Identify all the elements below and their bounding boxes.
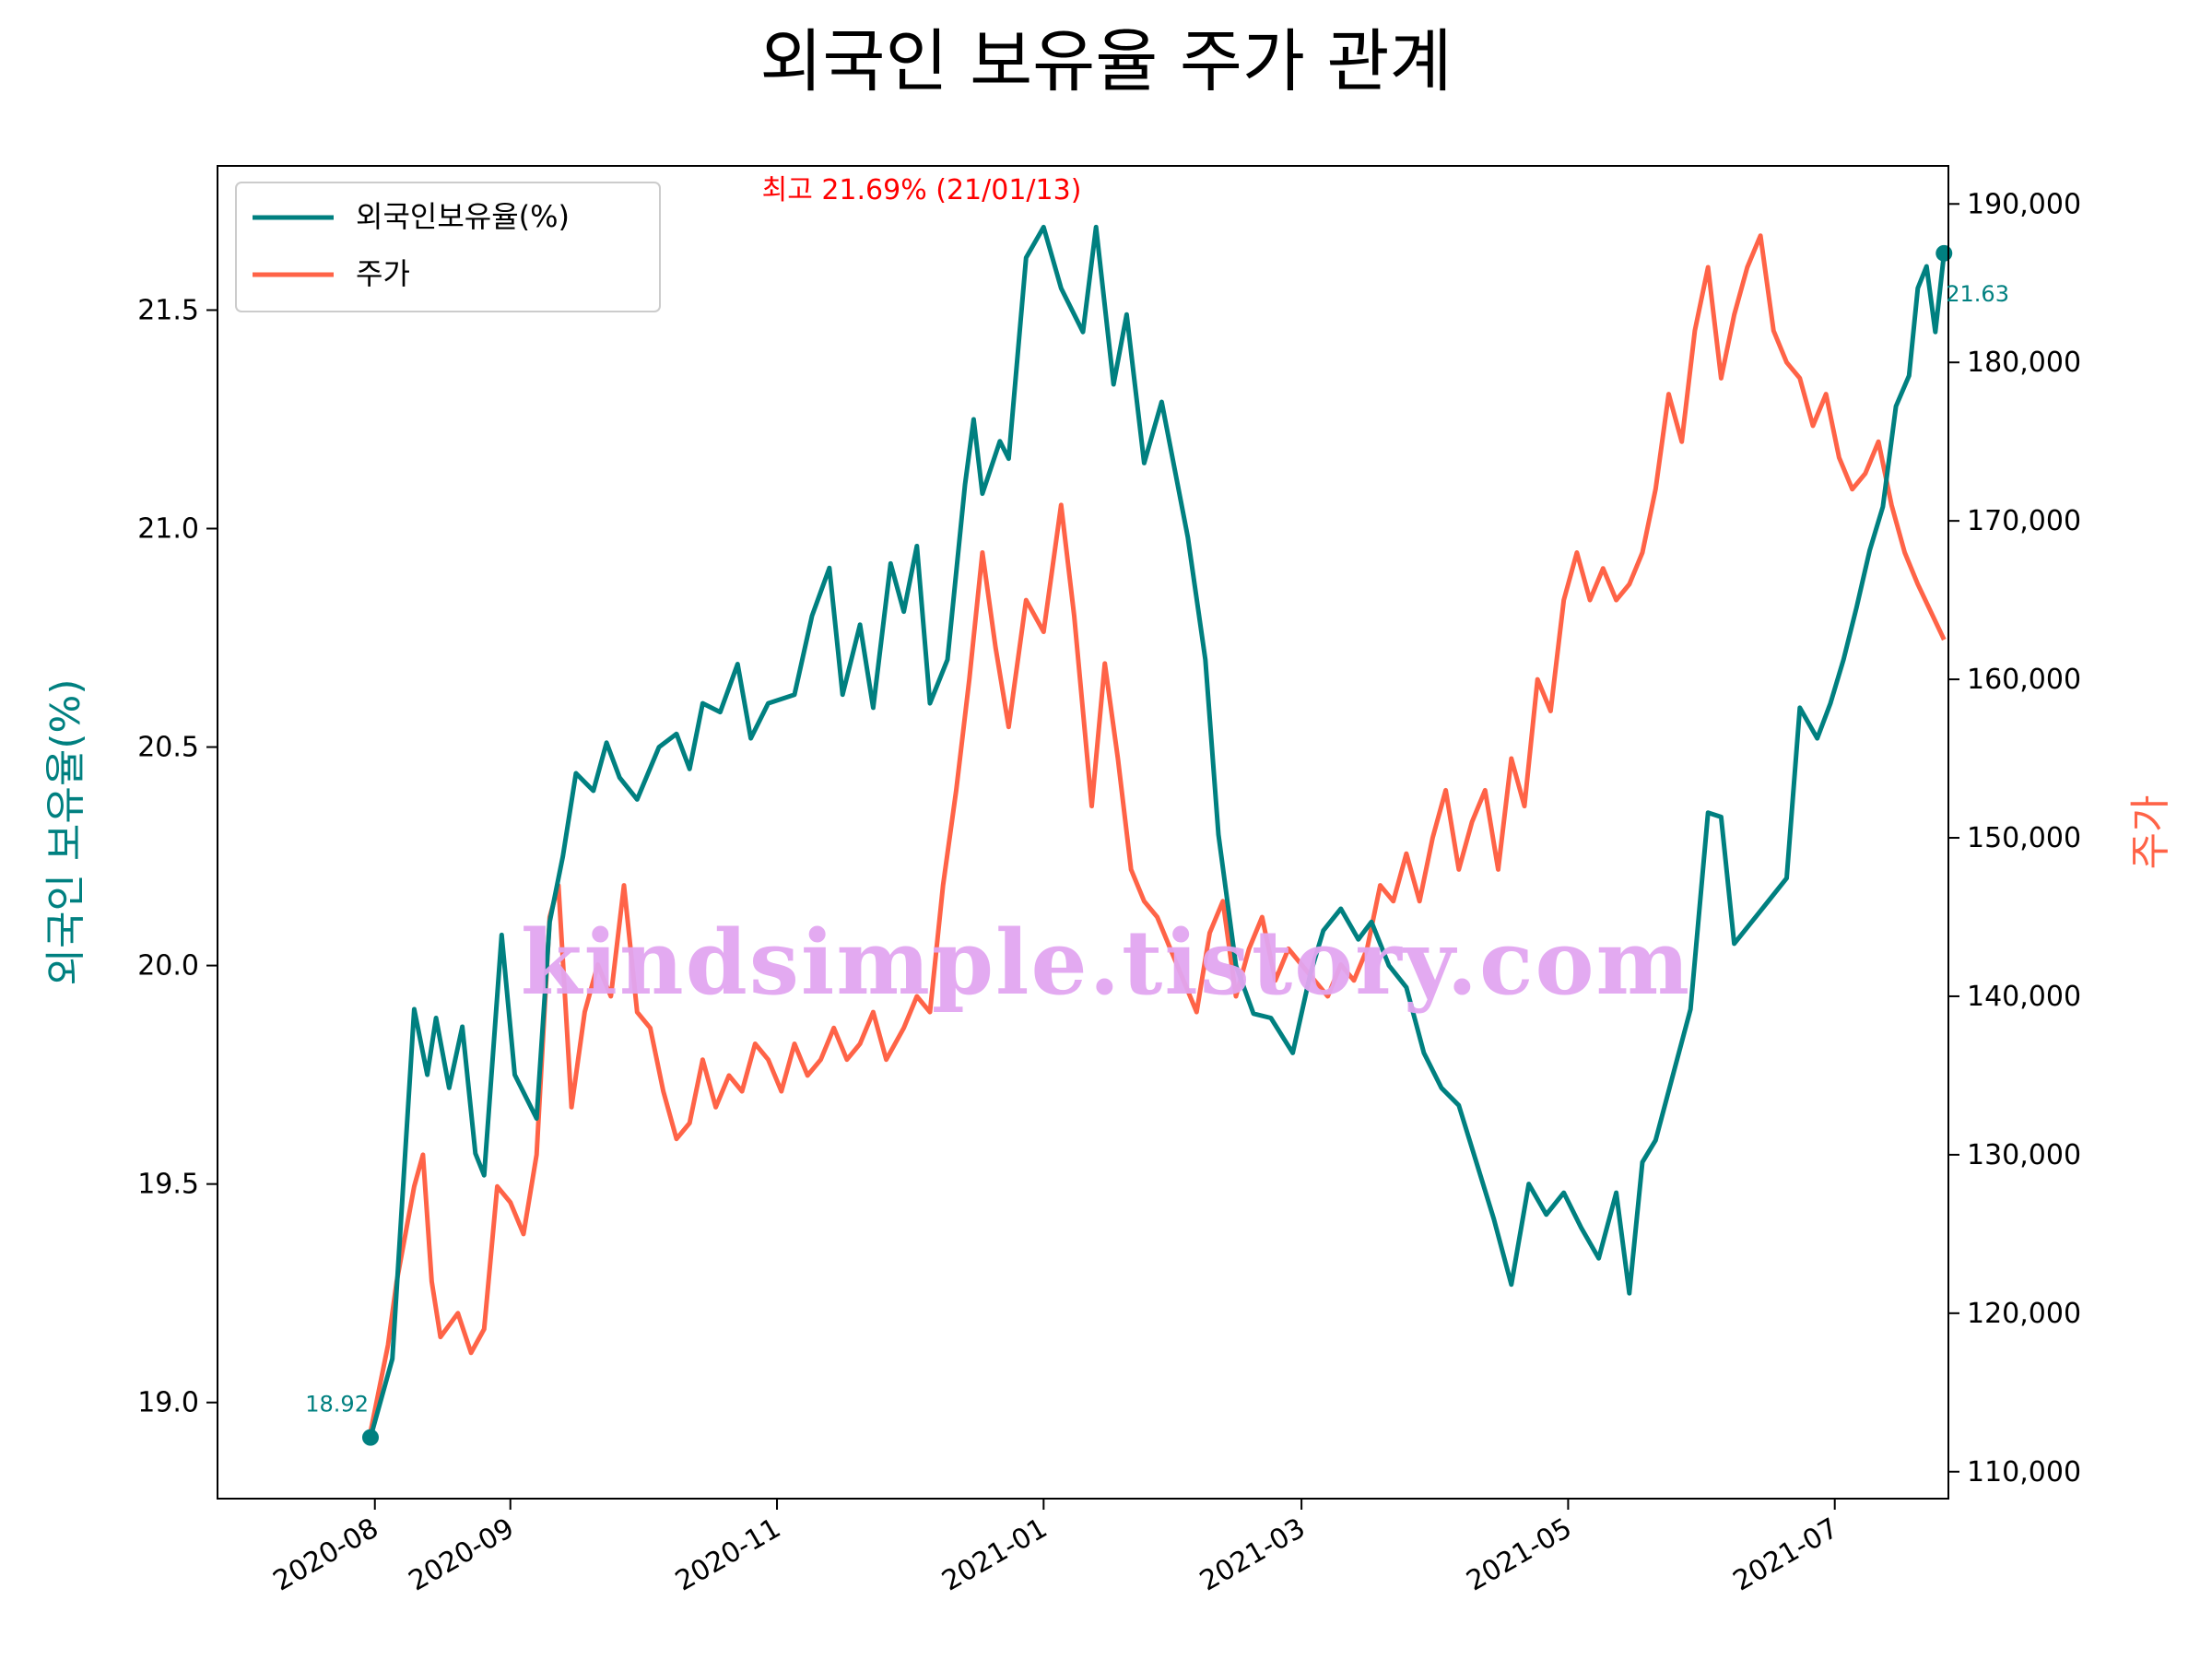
y-left-tick-label: 19.5 bbox=[137, 1169, 199, 1201]
y-right-tick-label: 190,000 bbox=[1967, 188, 2081, 220]
y-right-tick-label: 180,000 bbox=[1967, 347, 2081, 379]
y-left-axis-label: 외국인 보유율(%) bbox=[42, 678, 89, 985]
left-axis-ticks: 19.0 19.5 20.0 20.5 21.0 21.5 bbox=[137, 294, 218, 1419]
end-value-label: 21.63 bbox=[1946, 281, 2009, 307]
y-left-tick-label: 21.5 bbox=[137, 294, 199, 326]
right-axis-ticks: 110,000 120,000 130,000 140,000 150,000 160,0… bbox=[1948, 188, 2081, 1488]
y-left-tick-label: 20.5 bbox=[137, 732, 199, 764]
start-marker bbox=[361, 1429, 379, 1446]
end-marker bbox=[1936, 244, 1953, 262]
legend-label-price: 주가 bbox=[356, 256, 410, 291]
plot-frame bbox=[217, 165, 1949, 1500]
y-right-tick-label: 110,000 bbox=[1967, 1456, 2081, 1488]
y-right-axis-label: 주가 bbox=[2127, 795, 2174, 870]
legend-box bbox=[235, 182, 661, 312]
y-right-tick-label: 130,000 bbox=[1967, 1139, 2081, 1171]
y-left-tick-label: 19.0 bbox=[137, 1387, 199, 1419]
legend: 외국인보유율(%) 주가 bbox=[235, 182, 661, 312]
series-line-foreign-ownership bbox=[368, 224, 1947, 1439]
start-value-label: 18.92 bbox=[305, 1392, 369, 1418]
legend-label-foreign: 외국인보유율(%) bbox=[356, 199, 570, 234]
y-left-tick-label: 21.0 bbox=[137, 513, 199, 546]
watermark: kindsimple.tistory.com bbox=[521, 911, 1691, 1015]
chart-title: 외국인 보유율 주가 관계 bbox=[759, 22, 1452, 101]
series-line-price bbox=[368, 233, 1947, 1433]
max-annotation: 최고 21.69% (21/01/13) bbox=[762, 174, 1082, 206]
y-right-tick-label: 120,000 bbox=[1967, 1298, 2081, 1330]
series-layer bbox=[368, 224, 1947, 1439]
y-right-tick-label: 160,000 bbox=[1967, 664, 2081, 696]
y-right-tick-label: 140,000 bbox=[1967, 981, 2081, 1013]
y-right-tick-label: 170,000 bbox=[1967, 505, 2081, 537]
y-right-tick-label: 150,000 bbox=[1967, 822, 2081, 854]
y-left-tick-label: 20.0 bbox=[137, 950, 199, 982]
